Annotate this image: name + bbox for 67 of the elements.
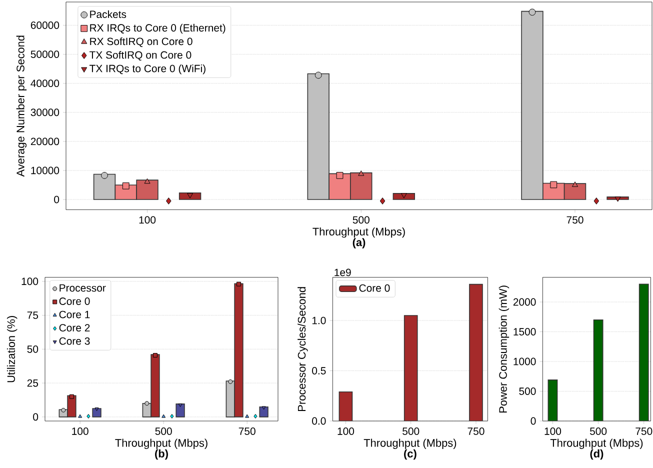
x-tick-label: 500 [352, 216, 370, 224]
y-tick-label: 0.5 [312, 367, 326, 374]
legend-label: TX IRQs to Core 0 (WiFi) [90, 64, 206, 74]
y-tick-label: 30000 [30, 108, 60, 116]
y-axis-title: Average Number per Second [16, 36, 27, 177]
y-tick-label: 0 [54, 196, 60, 204]
y-tick-label: 100 [22, 278, 38, 286]
text: (b) [155, 449, 168, 460]
legend-label: Core 2 [59, 324, 90, 332]
legend-label: Core 1 [59, 310, 90, 318]
y-tick-label: 40000 [30, 80, 60, 88]
y-axis-title: Processor Cycles/Second [298, 287, 308, 411]
x-tick-label: 100 [139, 216, 156, 224]
y-tick-label: 60000 [30, 22, 60, 29]
legend-label: Core 0 [359, 284, 390, 292]
bar [469, 284, 483, 421]
y-tick-label: 50000 [30, 50, 60, 58]
x-tick-label: 500 [155, 428, 172, 435]
text: (c) [404, 449, 416, 460]
y-tick-label: 25 [27, 379, 38, 387]
x-tick-label: 100 [544, 428, 562, 435]
legend-label: Processor [60, 284, 106, 292]
text: 1e9 [334, 268, 351, 276]
bar [548, 380, 558, 421]
legend-label: Core 0 [59, 298, 90, 305]
bar [404, 315, 418, 421]
bar [338, 391, 353, 421]
y-axis-title: Utilization (%) [6, 316, 18, 382]
y-tick-label: 500 [519, 388, 536, 395]
text: (d) [590, 449, 604, 460]
x-tick-label: 100 [72, 428, 88, 435]
legend-label: RX SoftIRQ on Core 0 [90, 37, 192, 47]
bar [593, 319, 604, 421]
y-tick-label: 1.0 [312, 316, 326, 324]
y-tick-label: 1500 [514, 328, 536, 336]
legend-label: TX SoftIRQ on Core 0 [90, 51, 192, 61]
x-tick-label: 750 [238, 428, 256, 435]
legend-label: Packets [90, 10, 126, 18]
y-tick-label: 50 [27, 345, 38, 353]
x-tick-label: 500 [402, 428, 420, 435]
y-tick-label: 0.0 [312, 417, 326, 425]
y-axis-title: Power Consumption (mW) [498, 286, 510, 412]
x-axis-title: Throughput (Mbps) [115, 438, 208, 449]
x-tick-label: 750 [566, 216, 584, 224]
x-axis-title: Throughput (Mbps) [364, 438, 456, 449]
y-tick-label: 0 [530, 417, 536, 425]
y-tick-label: 20000 [30, 138, 60, 146]
y-tick-label: 75 [27, 312, 38, 319]
y-tick-label: 10000 [31, 166, 60, 174]
bar [638, 284, 649, 421]
bar [176, 404, 185, 418]
legend-label: Core 3 [59, 337, 90, 345]
text: (a) [352, 238, 366, 248]
bar [259, 406, 268, 418]
y-tick-label: 0 [33, 413, 38, 421]
bar [178, 192, 202, 200]
x-tick-label: 500 [590, 428, 607, 435]
x-axis-title: Throughput (Mbps) [550, 438, 643, 449]
x-axis-title: Throughput (Mbps) [312, 227, 405, 238]
y-tick-label: 2000 [513, 298, 536, 306]
legend-label: RX IRQs to Core 0 (Ethernet) [90, 24, 226, 34]
bar [92, 408, 102, 418]
x-tick-label: 750 [636, 428, 652, 435]
x-tick-label: 750 [468, 428, 484, 435]
y-tick-label: 1000 [514, 358, 536, 366]
bar [392, 193, 416, 200]
x-tick-label: 100 [338, 428, 354, 435]
